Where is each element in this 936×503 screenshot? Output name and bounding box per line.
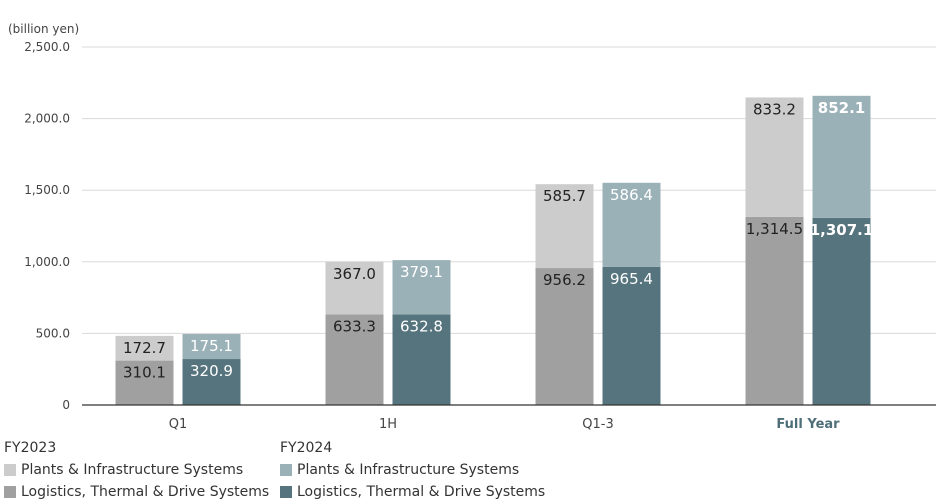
y-tick-label: 2,000.0	[24, 112, 70, 126]
y-axis-ticks: 0 500.0 1,000.0 1,500.0 2,000.0 2,500.0	[24, 40, 70, 412]
data-label: 379.1	[400, 263, 443, 281]
data-label: 367.0	[333, 265, 376, 283]
legend-swatch	[4, 486, 16, 498]
bar-segment	[325, 314, 384, 405]
data-label: 585.7	[543, 187, 586, 205]
bar-segment	[392, 260, 451, 315]
legend-label: Logistics, Thermal & Drive Systems	[21, 484, 270, 500]
y-tick-label: 500.0	[36, 326, 70, 340]
bar-segment	[182, 333, 241, 360]
legend-item: Logistics, Thermal & Drive Systems	[4, 481, 269, 503]
y-tick-label: 2,500.0	[24, 40, 70, 54]
legend-label: Logistics, Thermal & Drive Systems	[297, 484, 546, 500]
x-tick-label: 1H	[379, 417, 397, 432]
x-axis-ticks: Q1 1H Q1-3 Full Year	[169, 417, 840, 432]
legend-fy2023: FY2023 Plants & Infrastructure Systems L…	[4, 440, 269, 503]
bar-segment	[392, 314, 451, 405]
y-tick-label: 1,000.0	[24, 255, 70, 269]
gridlines	[82, 46, 936, 334]
chart-canvas: (billion yen) 0 500.0 1,000.0 1,500.0 2,000.…	[8, 22, 936, 432]
y-tick-label: 0	[62, 398, 70, 412]
data-label: 633.3	[333, 317, 376, 335]
legend-item: Logistics, Thermal & Drive Systems	[280, 481, 545, 503]
x-tick-label: Q1	[169, 417, 188, 432]
data-label: 1,307.1	[810, 221, 874, 239]
legend-label: Plants & Infrastructure Systems	[297, 462, 520, 478]
bar-segment	[602, 182, 661, 267]
bar-segment	[535, 184, 594, 269]
legend-year-title: FY2023	[4, 440, 57, 456]
bar-segment	[602, 266, 661, 405]
legend-item: Plants & Infrastructure Systems	[4, 459, 269, 481]
data-label: 632.8	[400, 317, 443, 335]
bar-segment	[115, 360, 174, 405]
bar-segment	[812, 95, 871, 218]
legend-swatch	[4, 464, 16, 476]
legend-swatch	[280, 464, 292, 476]
data-label: 956.2	[543, 271, 586, 289]
bar-segment	[182, 359, 241, 405]
bar-segment	[745, 97, 804, 217]
data-label: 852.1	[818, 99, 865, 117]
bar-segment	[115, 335, 174, 361]
legend-item: Plants & Infrastructure Systems	[280, 459, 545, 481]
bars	[115, 95, 871, 405]
x-tick-label: Q1-3	[582, 417, 613, 432]
bar-segment	[812, 217, 871, 405]
bar-segment	[745, 216, 804, 405]
data-label: 586.4	[610, 186, 653, 204]
data-label: 833.2	[753, 100, 796, 118]
legend-year-title: FY2024	[280, 440, 333, 456]
data-label: 172.7	[123, 339, 166, 357]
data-label: 175.1	[190, 337, 233, 355]
data-label: 320.9	[190, 362, 233, 380]
x-tick-label: Full Year	[776, 417, 840, 432]
data-labels: 310.1 172.7 320.9 175.1 633.3 367.0 632.8 379.1…	[123, 99, 873, 382]
data-label: 310.1	[123, 364, 166, 382]
data-label: 1,314.5	[746, 220, 803, 238]
y-axis-unit-label: (billion yen)	[8, 22, 79, 36]
bar-segment	[535, 268, 594, 405]
legend-label: Plants & Infrastructure Systems	[21, 462, 244, 478]
legend-swatch	[280, 486, 292, 498]
legend-fy2024: FY2024 Plants & Infrastructure Systems L…	[280, 440, 545, 503]
bar-segment	[325, 261, 384, 315]
y-tick-label: 1,500.0	[24, 183, 70, 197]
data-label: 965.4	[610, 270, 653, 288]
